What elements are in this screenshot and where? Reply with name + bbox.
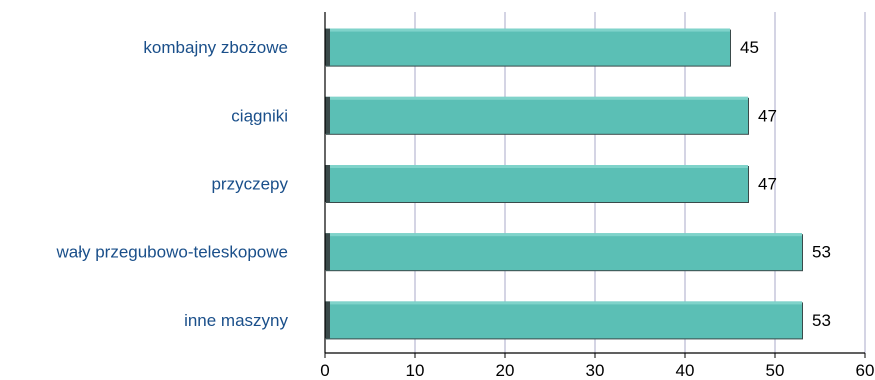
bar-value-label: 53 [812,243,831,262]
x-tick-label: 20 [496,361,515,380]
bar-edge [325,96,330,134]
bar [325,96,748,134]
category-label: kombajny zbożowe [143,38,288,57]
x-tick-label: 30 [586,361,605,380]
bar [325,28,730,66]
category-labels: kombajny zbożowe ciągniki przyczepy wały pr… [55,38,288,330]
x-tick-label: 10 [406,361,425,380]
x-tick-label: 50 [766,361,785,380]
category-label: wały przegubowo-teleskopowe [55,243,288,262]
category-label: przyczepy [211,175,288,194]
bar-highlight [330,233,802,237]
bar [325,301,802,339]
bar [325,165,748,202]
category-label: inne maszyny [184,311,288,330]
bars: 45 47 47 53 53 [325,28,831,340]
bar-highlight [330,165,748,168]
bar-edge [325,301,330,339]
x-tick-label: 60 [856,361,875,380]
bar-value-label: 45 [740,38,759,57]
x-tick-label: 40 [676,361,695,380]
bar-value-label: 47 [758,175,777,194]
bar-highlight [330,301,802,305]
bar-edge [325,233,330,271]
bar [325,233,802,271]
bar-value-label: 47 [758,106,777,125]
bar-edge [325,165,330,202]
bar-highlight [330,96,748,100]
x-tick-label: 0 [320,361,329,380]
bar-highlight [330,28,730,32]
bar-edge [325,28,330,66]
category-label: ciągniki [231,106,288,125]
x-axis: 0 10 20 30 40 50 60 [320,12,874,380]
bar-value-label: 53 [812,311,831,330]
